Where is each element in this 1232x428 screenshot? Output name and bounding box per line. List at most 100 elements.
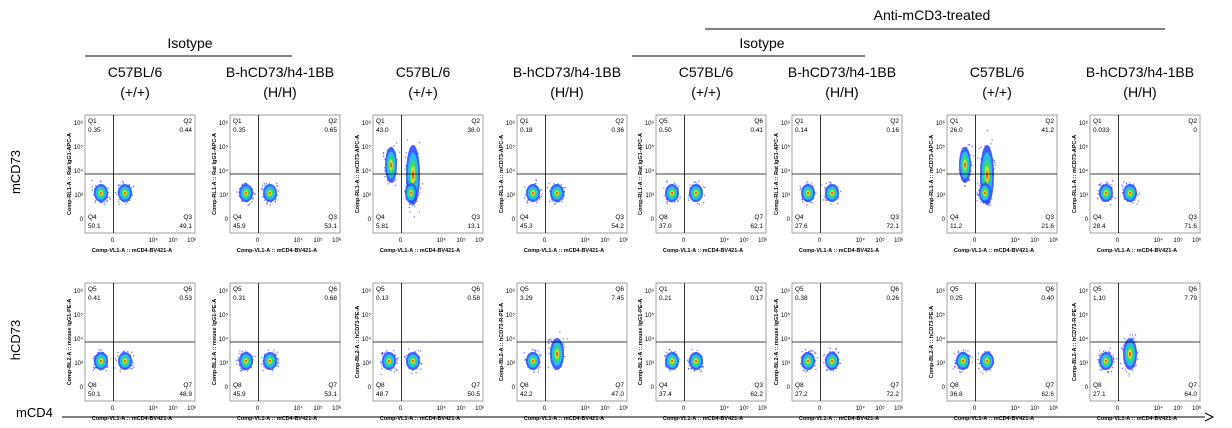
quadrant-name: Q4 bbox=[520, 214, 529, 221]
event-dot bbox=[535, 179, 537, 181]
event-dot bbox=[840, 362, 842, 365]
quadrant-value: 48.9 bbox=[179, 391, 192, 398]
event-dot bbox=[101, 201, 103, 204]
x-axis-label: mCD4 bbox=[16, 405, 53, 420]
quadrant-value: 0.14 bbox=[795, 127, 808, 134]
quadrant-name: Q7 bbox=[183, 382, 192, 389]
event-dot bbox=[277, 362, 280, 364]
event-dot bbox=[531, 348, 534, 351]
event-dot bbox=[989, 369, 991, 371]
event-dot bbox=[404, 168, 406, 171]
event-dot bbox=[126, 201, 128, 203]
event-dot bbox=[91, 186, 93, 188]
y-axis-title: Comp-RL1-A :: mCD73-APC-A bbox=[499, 135, 505, 213]
y-tick-label: 10⁶ bbox=[781, 288, 791, 295]
y-tick-label: 10³ bbox=[219, 193, 228, 199]
event-dot bbox=[275, 365, 278, 367]
quadrant-value: 0.53 bbox=[179, 295, 192, 302]
y-tick-label: 10³ bbox=[936, 193, 945, 199]
event-dot bbox=[674, 350, 676, 353]
y-tick-label: 0 bbox=[225, 385, 229, 391]
quadrant-value: 21.6 bbox=[1041, 223, 1054, 230]
event-dot bbox=[539, 198, 541, 200]
y-tick-label: 0 bbox=[80, 217, 84, 223]
event-dot bbox=[675, 183, 677, 186]
event-dot bbox=[1132, 183, 1135, 185]
x-tick-label: 10⁵ bbox=[168, 405, 178, 412]
quadrant-name: Q3 bbox=[183, 214, 192, 221]
event-dot bbox=[978, 363, 981, 365]
y-tick-label: 10⁴ bbox=[645, 336, 655, 343]
event-dot bbox=[241, 350, 244, 353]
quadrant-value: 7.45 bbox=[611, 295, 624, 302]
event-dot bbox=[278, 359, 280, 361]
x-tick-label: 10⁶ bbox=[187, 237, 197, 244]
event-dot bbox=[99, 201, 101, 204]
density-contour bbox=[245, 191, 247, 195]
density-contour bbox=[695, 191, 697, 195]
event-dot bbox=[687, 199, 690, 202]
x-tick-label: 10⁶ bbox=[619, 405, 629, 412]
y-tick-label: 0 bbox=[512, 217, 516, 223]
event-dot bbox=[533, 349, 536, 352]
event-dot bbox=[810, 350, 812, 352]
y-tick-label: 10⁵ bbox=[781, 144, 791, 151]
event-dot bbox=[1105, 181, 1108, 184]
quadrant-value: 0.17 bbox=[750, 295, 763, 302]
event-dot bbox=[417, 349, 419, 352]
event-dot bbox=[993, 161, 996, 164]
y-tick-label: 0 bbox=[942, 385, 946, 391]
x-tick-label: 10⁶ bbox=[332, 405, 342, 412]
quadrant-name: Q4 bbox=[88, 214, 97, 221]
event-dot bbox=[408, 203, 411, 206]
event-dot bbox=[537, 368, 540, 370]
event-dot bbox=[1123, 181, 1125, 183]
event-dot bbox=[251, 200, 253, 203]
y-tick-label: 10⁵ bbox=[219, 312, 229, 319]
event-dot bbox=[254, 192, 256, 195]
event-dot bbox=[1097, 190, 1100, 192]
event-dot bbox=[993, 159, 996, 162]
event-dot bbox=[131, 364, 133, 366]
event-dot bbox=[539, 189, 542, 191]
event-dot bbox=[562, 187, 565, 189]
event-dot bbox=[954, 362, 957, 365]
event-dot bbox=[381, 352, 384, 354]
quadrant-value: 47.0 bbox=[611, 391, 624, 398]
event-dot bbox=[694, 181, 696, 184]
density-contour bbox=[695, 359, 697, 363]
event-dot bbox=[122, 182, 125, 184]
event-dot bbox=[1132, 202, 1135, 204]
y-tick-label: 10⁵ bbox=[781, 312, 791, 319]
column-strain: B-hCD73/h4-1BB bbox=[513, 64, 621, 80]
event-dot bbox=[840, 190, 842, 193]
event-dot bbox=[553, 203, 555, 205]
event-dot bbox=[815, 368, 817, 371]
event-dot bbox=[552, 200, 554, 202]
event-dot bbox=[239, 353, 241, 355]
y-tick-label: 10³ bbox=[362, 193, 371, 199]
event-dot bbox=[1107, 371, 1110, 373]
event-dot bbox=[414, 351, 417, 353]
y-tick-label: 10⁶ bbox=[506, 120, 516, 127]
x-tick-label: 10⁶ bbox=[1192, 405, 1202, 412]
event-dot bbox=[1137, 351, 1139, 354]
event-dot bbox=[957, 350, 960, 353]
event-dot bbox=[269, 204, 272, 206]
event-dot bbox=[663, 187, 665, 189]
x-tick-label: 10⁶ bbox=[619, 237, 629, 244]
event-dot bbox=[418, 141, 421, 144]
event-dot bbox=[814, 359, 817, 362]
event-dot bbox=[119, 370, 121, 373]
event-dot bbox=[547, 342, 550, 345]
event-dot bbox=[276, 185, 279, 187]
event-dot bbox=[824, 195, 826, 198]
x-tick-label: 10⁵ bbox=[600, 405, 610, 412]
x-tick-label: 10⁴ bbox=[294, 405, 304, 412]
event-dot bbox=[1097, 358, 1099, 361]
event-dot bbox=[985, 370, 987, 372]
event-dot bbox=[823, 186, 826, 189]
y-axis-title: Comp-BL2-A :: mouse IgG1-PE-A bbox=[774, 299, 780, 386]
x-tick-label: 10⁴ bbox=[856, 237, 866, 244]
quadrant-name: Q3 bbox=[754, 382, 763, 389]
